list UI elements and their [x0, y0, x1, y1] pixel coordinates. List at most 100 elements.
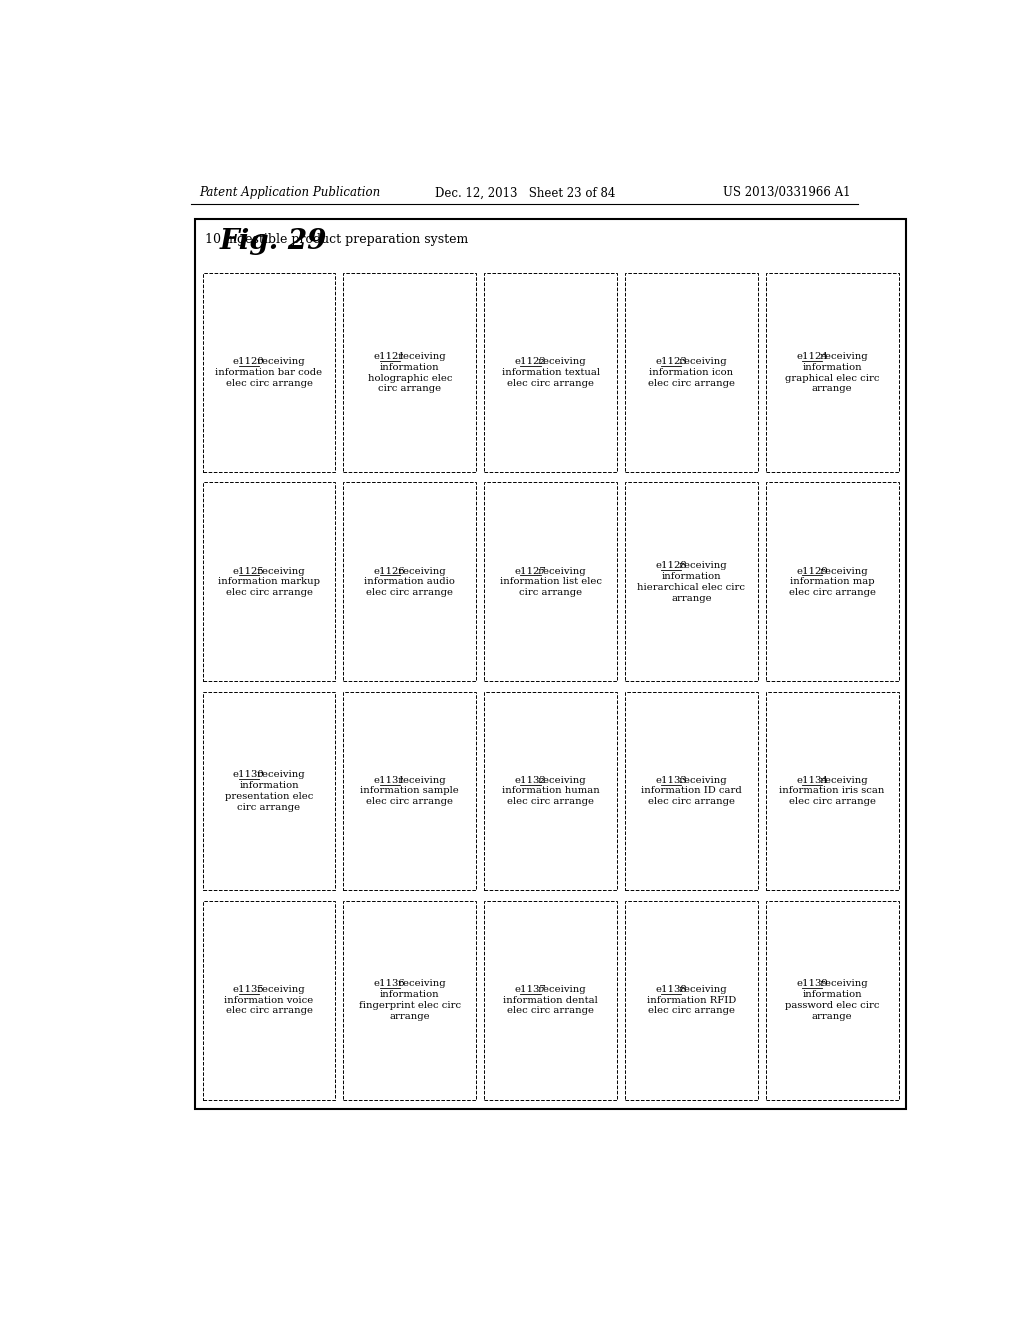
Text: e1139: e1139 — [796, 979, 827, 989]
Text: elec circ arrange: elec circ arrange — [225, 379, 312, 388]
Bar — [343, 482, 476, 681]
Text: receiving: receiving — [817, 979, 867, 989]
Text: Dec. 12, 2013   Sheet 23 of 84: Dec. 12, 2013 Sheet 23 of 84 — [434, 186, 615, 199]
Text: information human: information human — [502, 787, 599, 796]
Bar — [625, 900, 758, 1100]
Text: receiving: receiving — [254, 771, 304, 779]
Text: information voice: information voice — [224, 995, 313, 1005]
Text: circ arrange: circ arrange — [378, 384, 441, 393]
Text: information icon: information icon — [649, 368, 733, 378]
Bar — [343, 692, 476, 891]
Text: information: information — [803, 363, 862, 372]
Text: receiving: receiving — [536, 358, 586, 367]
Text: e1135: e1135 — [233, 985, 265, 994]
Text: receiving: receiving — [817, 776, 867, 784]
Text: holographic elec: holographic elec — [368, 374, 452, 383]
Text: receiving: receiving — [817, 566, 867, 576]
Text: elec circ arrange: elec circ arrange — [507, 379, 594, 388]
Bar — [625, 482, 758, 681]
Text: information: information — [240, 781, 299, 791]
Text: e1136: e1136 — [374, 979, 406, 989]
Text: 10 ingestible product preparation system: 10 ingestible product preparation system — [205, 234, 468, 247]
Text: receiving: receiving — [254, 985, 304, 994]
Text: hierarchical elec circ: hierarchical elec circ — [637, 582, 745, 591]
Text: Patent Application Publication: Patent Application Publication — [200, 186, 381, 199]
Text: e1123: e1123 — [655, 358, 687, 367]
Text: receiving: receiving — [394, 979, 445, 989]
Text: receiving: receiving — [394, 566, 445, 576]
Bar — [484, 900, 617, 1100]
Text: information: information — [380, 363, 439, 372]
Text: elec circ arrange: elec circ arrange — [648, 1006, 735, 1015]
Text: e1121: e1121 — [374, 352, 406, 362]
Text: information sample: information sample — [360, 787, 459, 796]
Text: e1127: e1127 — [515, 566, 547, 576]
Bar — [203, 900, 336, 1100]
Text: e1129: e1129 — [796, 566, 827, 576]
Text: e1124: e1124 — [796, 352, 828, 362]
Text: receiving: receiving — [676, 561, 727, 570]
Text: receiving: receiving — [817, 352, 867, 362]
Text: information map: information map — [790, 577, 874, 586]
Text: e1130: e1130 — [233, 771, 265, 779]
Text: information: information — [803, 990, 862, 999]
Text: circ arrange: circ arrange — [519, 589, 583, 597]
Bar — [484, 273, 617, 473]
Text: information ID card: information ID card — [641, 787, 741, 796]
Text: elec circ arrange: elec circ arrange — [648, 797, 735, 807]
Text: elec circ arrange: elec circ arrange — [788, 589, 876, 597]
Text: e1128: e1128 — [655, 561, 687, 570]
Text: e1120: e1120 — [233, 358, 265, 367]
Bar — [203, 482, 336, 681]
Text: elec circ arrange: elec circ arrange — [225, 1006, 312, 1015]
Bar — [203, 692, 336, 891]
Text: information list elec: information list elec — [500, 577, 601, 586]
Text: circ arrange: circ arrange — [238, 803, 301, 812]
Text: receiving: receiving — [536, 985, 586, 994]
Text: e1122: e1122 — [515, 358, 547, 367]
Text: elec circ arrange: elec circ arrange — [367, 797, 454, 807]
Text: fingerprint elec circ: fingerprint elec circ — [358, 1001, 461, 1010]
Text: elec circ arrange: elec circ arrange — [507, 1006, 594, 1015]
Bar — [484, 692, 617, 891]
Text: elec circ arrange: elec circ arrange — [225, 589, 312, 597]
Text: elec circ arrange: elec circ arrange — [367, 589, 454, 597]
Bar — [196, 219, 906, 1109]
Text: arrange: arrange — [812, 1011, 852, 1020]
Text: password elec circ: password elec circ — [785, 1001, 880, 1010]
Text: e1134: e1134 — [796, 776, 828, 784]
Bar — [625, 273, 758, 473]
Text: information audio: information audio — [365, 577, 456, 586]
Text: receiving: receiving — [676, 776, 727, 784]
Text: receiving: receiving — [676, 358, 727, 367]
Text: receiving: receiving — [254, 566, 304, 576]
Text: graphical elec circ: graphical elec circ — [785, 374, 880, 383]
Text: elec circ arrange: elec circ arrange — [648, 379, 735, 388]
Text: arrange: arrange — [812, 384, 852, 393]
Text: receiving: receiving — [536, 776, 586, 784]
Text: receiving: receiving — [394, 776, 445, 784]
Text: information markup: information markup — [218, 577, 321, 586]
Bar — [343, 900, 476, 1100]
Text: e1125: e1125 — [233, 566, 265, 576]
Text: e1126: e1126 — [374, 566, 406, 576]
Bar — [766, 900, 899, 1100]
Text: arrange: arrange — [671, 594, 712, 602]
Text: information: information — [662, 572, 721, 581]
Text: arrange: arrange — [389, 1011, 430, 1020]
Bar — [343, 273, 476, 473]
Text: e1133: e1133 — [655, 776, 687, 784]
Text: receiving: receiving — [394, 352, 445, 362]
Text: information: information — [380, 990, 439, 999]
Bar — [203, 273, 336, 473]
Text: e1137: e1137 — [515, 985, 547, 994]
Bar — [484, 482, 617, 681]
Text: e1132: e1132 — [515, 776, 547, 784]
Bar — [766, 482, 899, 681]
Text: information bar code: information bar code — [215, 368, 323, 378]
Bar — [625, 692, 758, 891]
Text: elec circ arrange: elec circ arrange — [507, 797, 594, 807]
Text: e1131: e1131 — [374, 776, 406, 784]
Text: information iris scan: information iris scan — [779, 787, 885, 796]
Bar — [766, 692, 899, 891]
